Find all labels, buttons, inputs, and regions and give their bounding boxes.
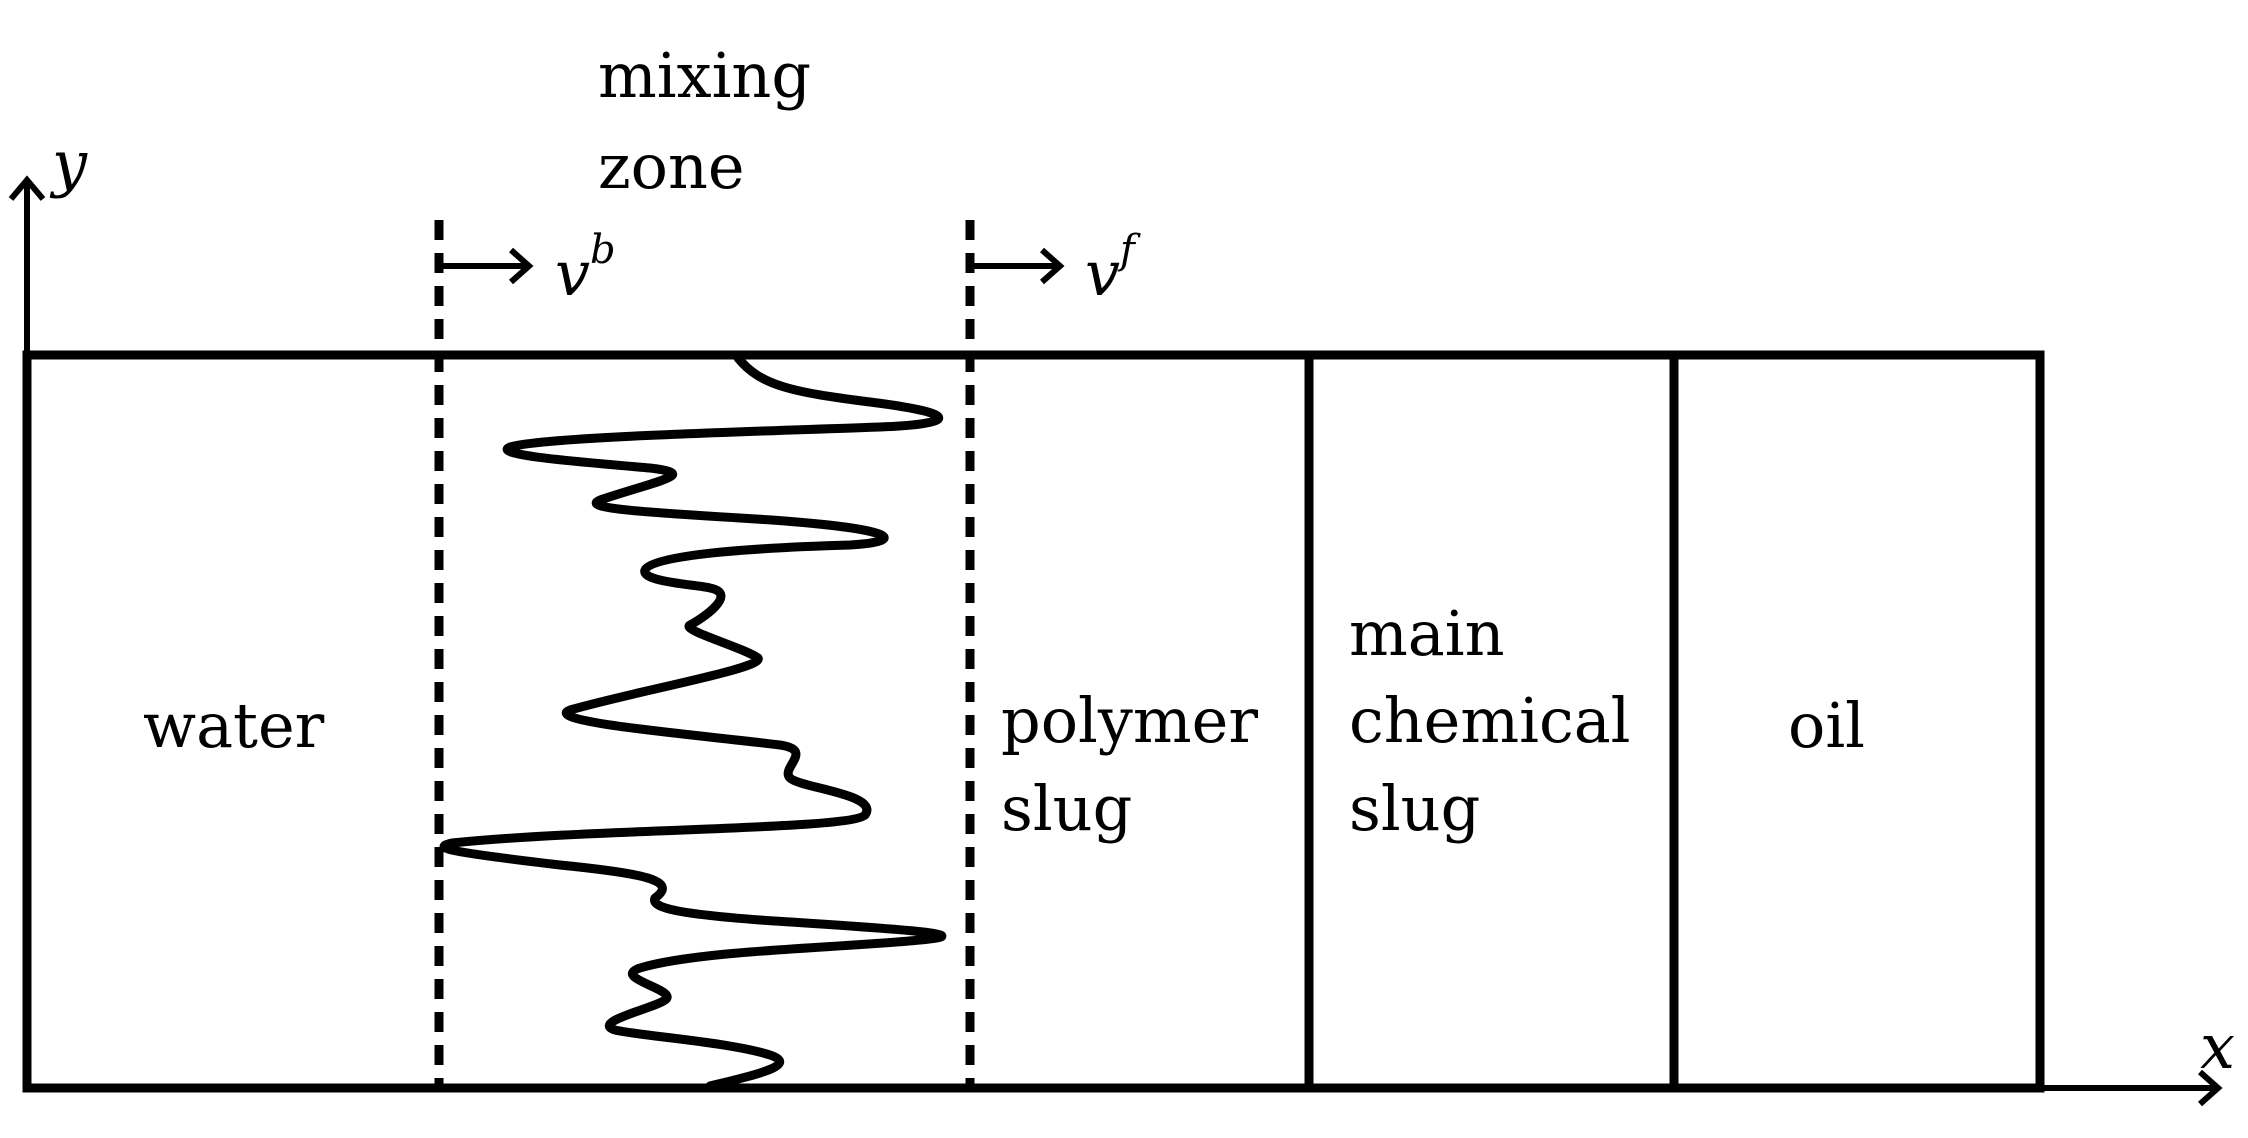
- polymer-slug-label-line2: slug: [1001, 772, 1132, 845]
- x-axis-label: x: [2200, 1010, 2235, 1083]
- main-chemical-slug-label-line1: main: [1349, 597, 1505, 670]
- oil-label: oil: [1788, 689, 1865, 762]
- water-label: water: [143, 689, 325, 762]
- polymer-slug-label-line1: polymer: [1001, 684, 1258, 757]
- main-chemical-slug-label-line3: slug: [1349, 772, 1480, 845]
- front-velocity-label: vf: [1085, 227, 1141, 310]
- y-axis-label: y: [49, 127, 88, 200]
- mixing-zone-label-line1: mixing: [598, 39, 811, 112]
- back-velocity-label: vb: [555, 227, 616, 310]
- main-chemical-slug-label-line2: chemical: [1349, 684, 1630, 757]
- mixing-interface-curve: [444, 358, 942, 1086]
- mixing-zone-label-line2: zone: [598, 130, 745, 203]
